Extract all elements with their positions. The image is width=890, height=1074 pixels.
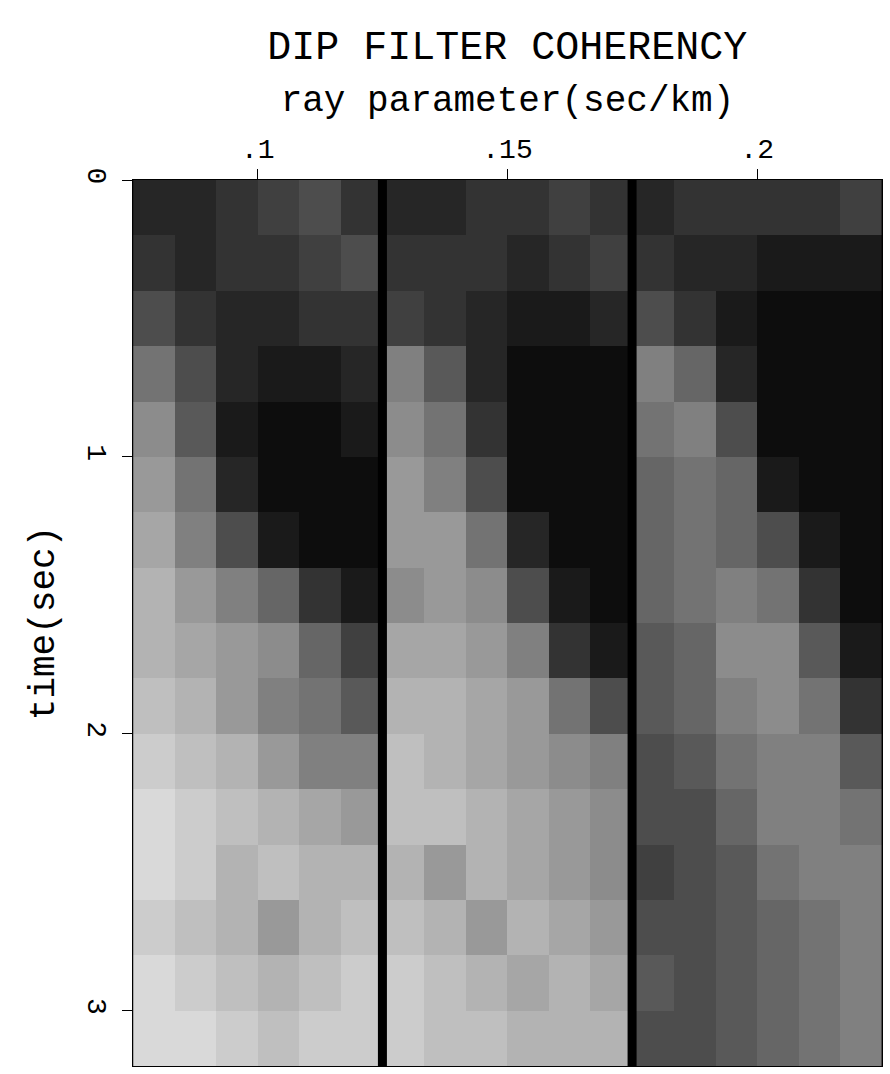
svg-text:1: 1: [80, 444, 111, 461]
svg-text:DIP FILTER COHERENCY: DIP FILTER COHERENCY: [267, 26, 747, 71]
svg-text:.15: .15: [482, 135, 532, 166]
svg-text:2: 2: [80, 721, 111, 738]
svg-text:0: 0: [80, 167, 111, 184]
svg-text:3: 3: [80, 998, 111, 1015]
svg-text:.2: .2: [740, 135, 774, 166]
svg-text:time(sec): time(sec): [24, 526, 65, 720]
svg-text:ray parameter(sec/km): ray parameter(sec/km): [281, 81, 735, 122]
svg-text:.1: .1: [241, 135, 275, 166]
